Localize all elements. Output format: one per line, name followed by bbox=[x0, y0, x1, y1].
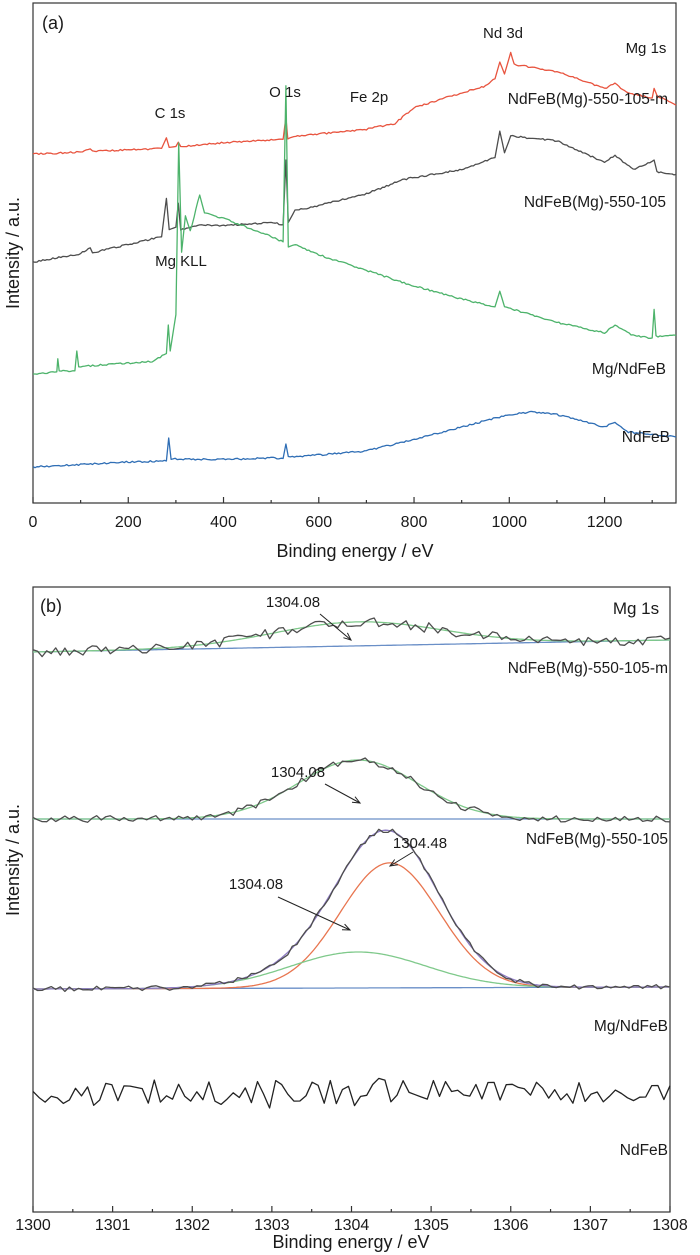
panel-b-x-tick-label-1302: 1302 bbox=[174, 1217, 210, 1234]
panel-b-x-tick-label-1308: 1308 bbox=[652, 1217, 688, 1234]
panel-b-peak-arrowhead bbox=[388, 859, 398, 867]
panel-a-series-label-ndfeb-mg-550-105-m: NdFeB(Mg)-550-105-m bbox=[508, 91, 668, 108]
panel-b-peak-annotation-ndfeb-mg-550-105-1304-08: 1304.08 bbox=[271, 764, 325, 781]
panel-b-series-label-ndfeb-mg-550-105-m: NdFeB(Mg)-550-105-m bbox=[508, 660, 668, 677]
panel-a-x-axis-title: Binding energy / eV bbox=[276, 541, 433, 561]
panel-a-peak-label-fe-2p: Fe 2p bbox=[350, 89, 388, 106]
panel-b-peak-arrowhead bbox=[351, 796, 362, 804]
panel-a-x-tick-label-200: 200 bbox=[115, 514, 142, 531]
panel-b-x-tick-label-1301: 1301 bbox=[95, 1217, 131, 1234]
panel-b-x-axis-title: Binding energy / eV bbox=[272, 1232, 429, 1252]
panel-b-plot-frame bbox=[32, 586, 671, 1213]
panel-a-x-tick-label-800: 800 bbox=[401, 514, 428, 531]
panel-a-series-ndfeb-mg-550-105-m bbox=[32, 51, 677, 156]
panel-b-peak-annotation-mg-ndfeb-1304-08: 1304.08 bbox=[229, 876, 283, 893]
panel-a-survey-spectra: (a) NdFeB(Mg)-550-105-m NdFeB(Mg)-550-105… bbox=[3, 2, 677, 561]
panel-a-peak-label-o-1s: O 1s bbox=[269, 84, 301, 101]
panel-b-series-mg-ndfeb-envelope bbox=[33, 829, 670, 990]
panel-a-series-label-mg-ndfeb: Mg/NdFeB bbox=[592, 361, 666, 378]
panel-a-peak-label-nd-3d: Nd 3d bbox=[483, 25, 523, 42]
panel-b-series-ndfeb-mg-550-105-fit-1304-08 bbox=[33, 759, 670, 820]
panel-b-x-tick-label-1307: 1307 bbox=[573, 1217, 609, 1234]
panel-a-label: (a) bbox=[42, 13, 64, 33]
panel-a-series-label-ndfeb-mg-550-105: NdFeB(Mg)-550-105 bbox=[524, 194, 666, 211]
panel-a-plot-frame bbox=[32, 2, 677, 504]
panel-a-x-tick-label-400: 400 bbox=[210, 514, 237, 531]
panel-a-peak-label-mg-1s: Mg 1s bbox=[626, 40, 667, 57]
panel-a-peak-label-mg-kll: Mg KLL bbox=[155, 253, 207, 270]
panel-b-peak-arrow bbox=[277, 896, 351, 931]
panel-a-series-ndfeb bbox=[32, 410, 677, 469]
panel-b-series-ndfeb-mg-550-105-m-fit-1304-08 bbox=[32, 621, 670, 653]
panel-a-x-tick-label-600: 600 bbox=[305, 514, 332, 531]
panel-b-peak-arrowhead bbox=[341, 923, 352, 931]
panel-b-mg1s-spectra: (b) Mg 1s NdFeB(Mg)-550-105-m NdFeB(Mg)-5… bbox=[3, 586, 688, 1252]
panel-a-peak-label-c-1s: C 1s bbox=[155, 105, 186, 122]
panel-b-series-ndfeb-mg-550-105-m-raw bbox=[32, 617, 671, 658]
panel-a-series-mg-ndfeb bbox=[33, 85, 677, 375]
panel-b-series-label-ndfeb: NdFeB bbox=[620, 1142, 668, 1159]
panel-b-region-label: Mg 1s bbox=[613, 599, 659, 618]
panel-b-peak-annotation-mg-ndfeb-1304-48: 1304.48 bbox=[393, 835, 447, 852]
panel-b-x-tick-label-1304: 1304 bbox=[334, 1217, 370, 1234]
panel-a-series-label-ndfeb: NdFeB bbox=[622, 429, 670, 446]
panel-b-series-mg-ndfeb-raw bbox=[32, 828, 671, 993]
panel-b-label: (b) bbox=[40, 596, 62, 616]
panel-b-series-label-mg-ndfeb: Mg/NdFeB bbox=[594, 1018, 668, 1035]
panel-b-peak-arrow bbox=[319, 613, 352, 641]
panel-b-series-mg-ndfeb-fit-1304-48 bbox=[33, 862, 670, 990]
panel-b-x-tick-label-1305: 1305 bbox=[413, 1217, 449, 1234]
panel-b-series-mg-ndfeb-fit-1304-08 bbox=[33, 951, 670, 990]
panel-a-x-tick-label-1200: 1200 bbox=[587, 514, 623, 531]
panel-a-x-tick-label-0: 0 bbox=[29, 514, 38, 531]
panel-b-x-tick-label-1306: 1306 bbox=[493, 1217, 529, 1234]
panel-b-peak-annotation-ndfeb-mg-550-105-m-1304-08: 1304.08 bbox=[266, 594, 320, 611]
panel-b-series-label-ndfeb-mg-550-105: NdFeB(Mg)-550-105 bbox=[526, 831, 668, 848]
panel-a-y-axis-title: Intensity / a.u. bbox=[3, 197, 23, 309]
panel-a-x-tick-label-1000: 1000 bbox=[491, 514, 527, 531]
panel-b-x-tick-label-1303: 1303 bbox=[254, 1217, 290, 1234]
panel-a-series-ndfeb-mg-550-105 bbox=[32, 130, 677, 263]
panel-b-y-axis-title: Intensity / a.u. bbox=[3, 804, 23, 916]
panel-b-peak-arrowhead bbox=[343, 632, 352, 641]
panel-b-series-ndfeb-raw bbox=[32, 1077, 671, 1109]
panel-b-peak-arrow bbox=[324, 783, 361, 804]
panel-b-series-ndfeb-mg-550-105-raw bbox=[32, 757, 671, 823]
panel-b-peak-arrow bbox=[389, 851, 414, 867]
panel-b-x-tick-label-1300: 1300 bbox=[15, 1217, 51, 1234]
